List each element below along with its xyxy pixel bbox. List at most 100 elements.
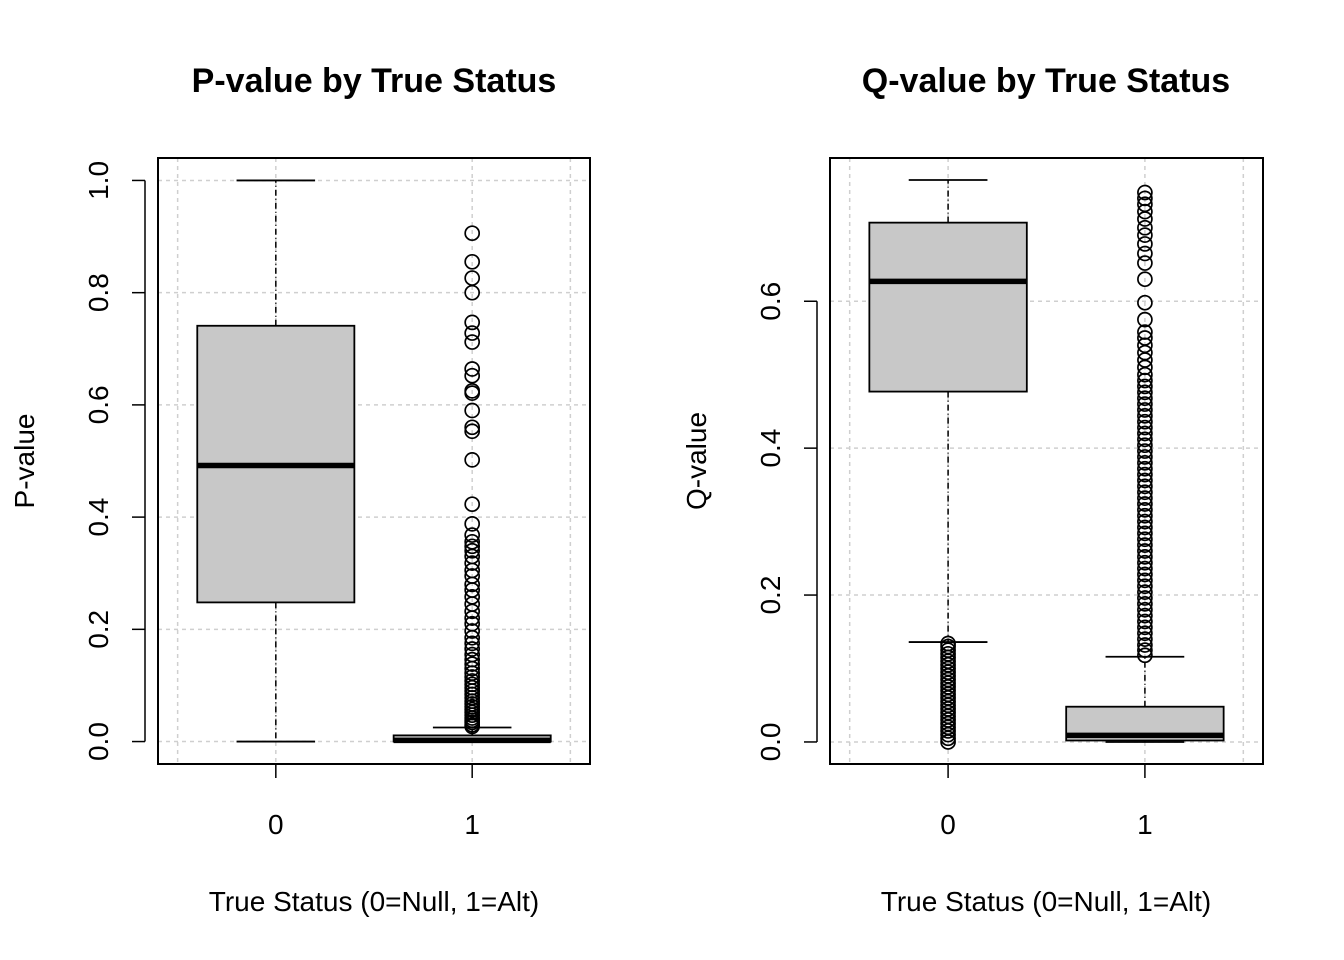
outlier-point <box>1137 507 1153 524</box>
outlier-point <box>1137 613 1153 630</box>
outlier-point <box>1137 460 1153 477</box>
outlier-point <box>1137 478 1153 495</box>
outlier-point <box>1137 219 1153 236</box>
outlier-point <box>1137 454 1153 471</box>
plot-area: 0.0 0.2 0.4 0.6 0 1 <box>755 157 1264 840</box>
outlier-point <box>1137 431 1153 448</box>
outlier-point <box>1137 596 1153 612</box>
outlier-point <box>1137 407 1153 424</box>
outlier-point <box>464 253 481 270</box>
y-tick-label: 0.2 <box>83 610 114 649</box>
plot-area: 0.0 0.2 0.4 0.6 0.8 1.0 0 1 <box>83 157 591 840</box>
outlier-point <box>464 623 481 639</box>
outlier-point <box>464 314 481 331</box>
y-tick-label: 0.2 <box>755 576 786 615</box>
box-0 <box>868 221 1028 393</box>
outlier-point <box>1137 425 1153 442</box>
outlier-point <box>1137 501 1153 518</box>
x-tick-label: 0 <box>940 809 956 840</box>
chart-title: P-value by True Status <box>192 62 557 100</box>
outlier-point <box>940 635 956 652</box>
outlier-point <box>464 527 481 543</box>
outlier-point <box>1137 190 1153 207</box>
outlier-point <box>1137 513 1153 530</box>
outlier-point <box>1137 537 1153 553</box>
x-axis-label: True Status (0=Null, 1=Alt) <box>881 886 1211 917</box>
y-tick-label: 0.0 <box>755 722 786 761</box>
outlier-point <box>1137 466 1153 483</box>
outlier-point <box>1137 543 1153 559</box>
outlier-point <box>1137 578 1153 595</box>
qvalue-panel: Q-value by True Status True Status (0=Nu… <box>681 62 1264 917</box>
outlier-point <box>464 669 481 685</box>
x-tick-label: 0 <box>268 809 284 840</box>
plot-frame <box>829 157 1264 765</box>
outlier-point <box>464 515 481 532</box>
outlier-point <box>1137 311 1153 328</box>
outlier-point <box>1137 472 1153 489</box>
outlier-point <box>1137 584 1153 600</box>
outlier-point <box>1137 619 1153 636</box>
outlier-point <box>464 651 481 668</box>
outlier-point <box>464 568 481 584</box>
y-tick-label: 0.6 <box>83 385 114 424</box>
outlier-point <box>1137 449 1153 465</box>
outlier-point <box>1137 484 1153 501</box>
outlier-point <box>1137 490 1153 506</box>
outlier-point <box>1137 396 1153 412</box>
outlier-point <box>1137 196 1153 213</box>
outlier-point <box>464 325 481 341</box>
outlier-point <box>1137 413 1153 430</box>
y-tick-label: 0.4 <box>755 429 786 468</box>
outlier-point <box>1137 549 1153 565</box>
outlier-point <box>464 673 481 689</box>
outlier-point <box>464 555 481 571</box>
y-tick-label: 1.0 <box>83 161 114 200</box>
outlier-point <box>464 496 481 513</box>
outlier-point <box>940 645 956 662</box>
outlier-point <box>1137 601 1153 618</box>
outlier-point <box>1137 625 1153 642</box>
outlier-point <box>1137 378 1153 395</box>
outlier-point <box>1137 294 1153 311</box>
outlier-point <box>464 538 481 555</box>
outlier-point <box>1137 637 1153 653</box>
outlier-point <box>464 615 481 632</box>
x-axis-label: True Status (0=Null, 1=Alt) <box>209 886 539 917</box>
outlier-point <box>464 588 481 605</box>
outlier-point <box>1137 390 1153 407</box>
outlier-point <box>1137 554 1153 571</box>
outlier-point <box>1137 607 1153 624</box>
outlier-point <box>1137 525 1153 542</box>
outlier-point <box>1137 531 1153 548</box>
outlier-point <box>464 402 481 419</box>
y-axis-label: Q-value <box>681 412 712 510</box>
outlier-point <box>1137 590 1153 606</box>
x-tick-label: 1 <box>464 809 480 840</box>
outlier-point <box>464 419 481 436</box>
outlier-point <box>464 452 481 468</box>
outlier-point <box>464 656 481 672</box>
outlier-point <box>1137 245 1153 262</box>
outlier-point <box>464 635 481 652</box>
outlier-point <box>1137 566 1153 583</box>
outlier-point <box>1137 255 1153 271</box>
outlier-point <box>464 270 481 286</box>
outlier-point <box>1137 437 1153 454</box>
outlier-point <box>1137 642 1153 658</box>
outlier-point <box>464 646 481 663</box>
outlier-point <box>1137 324 1153 340</box>
y-tick-label: 0.4 <box>83 498 114 537</box>
outlier-point <box>1137 236 1153 252</box>
y-tick-label: 0.6 <box>755 282 786 321</box>
pvalue-panel: P-value by True Status True Status (0=Nu… <box>9 62 591 917</box>
outlier-point <box>464 334 481 350</box>
outlier-point <box>940 642 956 658</box>
outlier-point <box>1137 519 1153 536</box>
y-tick-label: 0.0 <box>83 722 114 761</box>
outlier-point <box>1137 419 1153 436</box>
outlier-point <box>1137 384 1153 401</box>
outlier-point <box>1137 496 1153 512</box>
outlier-point <box>464 533 481 550</box>
